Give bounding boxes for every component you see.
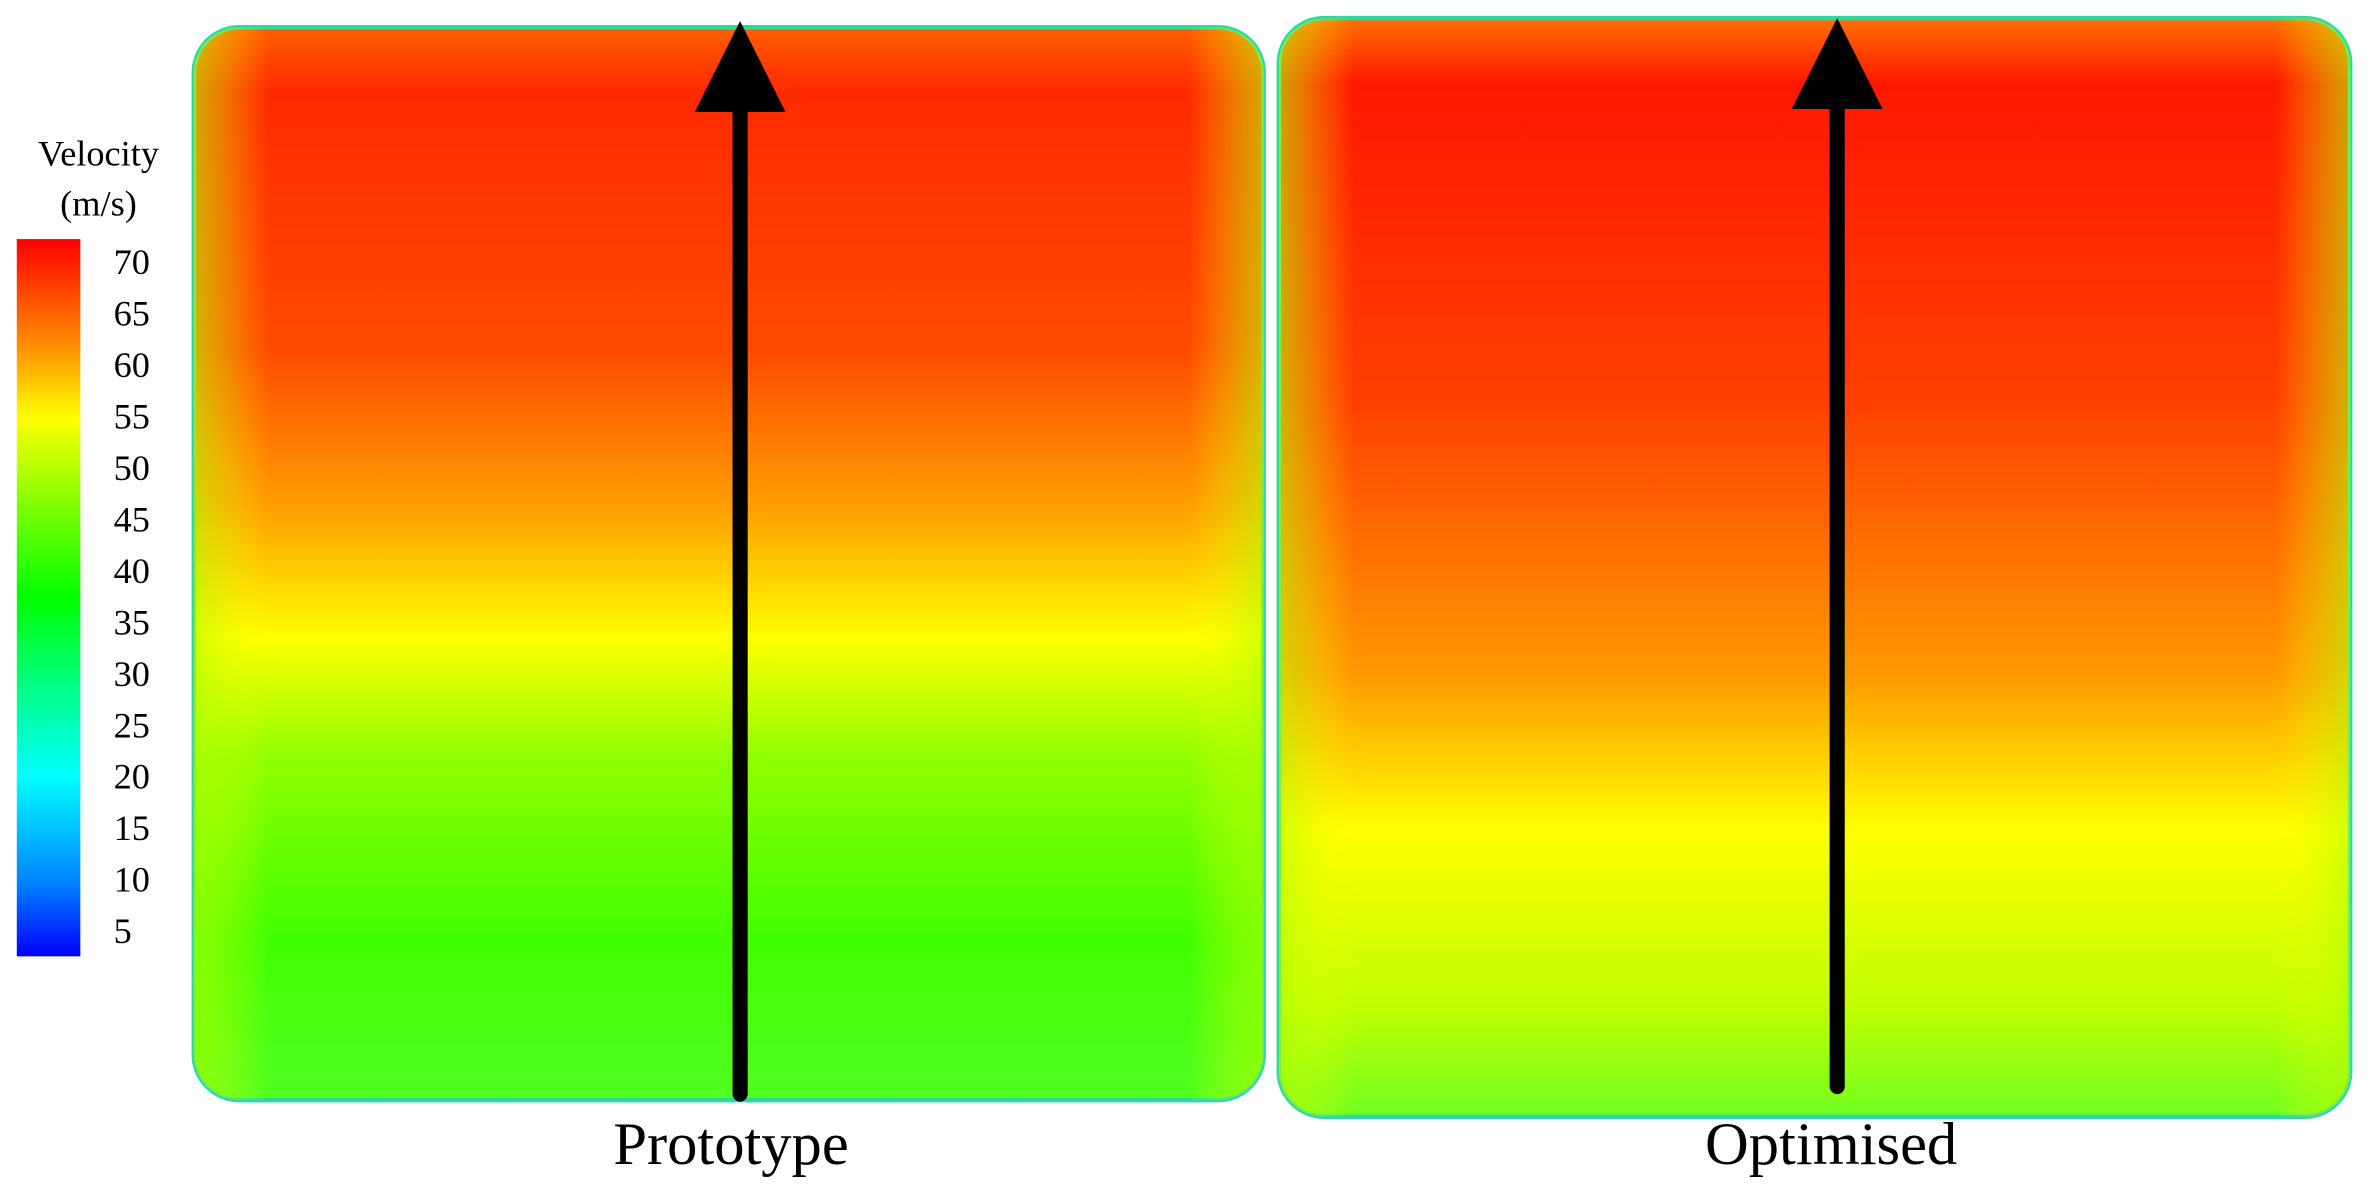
colorbar-title: Velocity [38, 134, 159, 174]
panel-optimised: Optimised [1276, 15, 2353, 1178]
colorbar-tick-label: 20 [114, 757, 150, 797]
colorbar-tick-label: 35 [114, 602, 150, 642]
colorbar-scale [16, 239, 81, 957]
colorbar-tick-label: 45 [114, 499, 150, 539]
panel-prototype: Prototype [191, 21, 1266, 1178]
colorbar-tick-label: 25 [114, 705, 150, 745]
colorbar-tick-label: 10 [114, 860, 150, 900]
colorbar: Velocity (m/s) 5 10 15 20 25 30 35 40 45 50 55 60 65… [16, 134, 159, 957]
colorbar-tick-label: 55 [114, 397, 150, 437]
contour-edge [1278, 18, 2351, 1117]
colorbar-tick-label: 5 [114, 911, 132, 951]
panel-title: Prototype [613, 1111, 848, 1178]
colorbar-tick-label: 65 [114, 294, 150, 334]
panel-title: Optimised [1705, 1111, 1957, 1178]
colorbar-tick-label: 40 [114, 551, 150, 591]
colorbar-tick-label: 15 [114, 808, 150, 848]
colorbar-tick-label: 30 [114, 654, 150, 694]
colorbar-tick-label: 50 [114, 448, 150, 488]
colorbar-unit: (m/s) [60, 184, 137, 224]
colorbar-tick-label: 60 [114, 345, 150, 385]
colorbar-tick-label: 70 [114, 242, 150, 282]
contour-edge [193, 27, 1264, 1101]
